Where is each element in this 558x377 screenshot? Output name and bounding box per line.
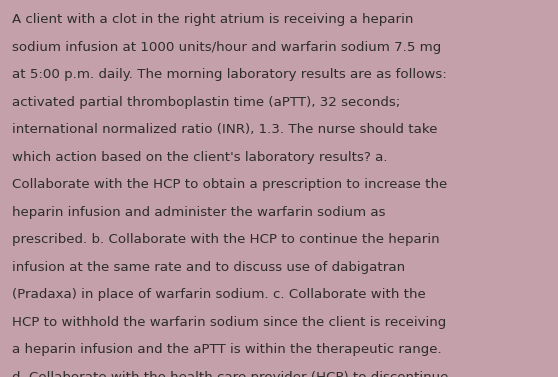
Text: heparin infusion and administer the warfarin sodium as: heparin infusion and administer the warf…: [12, 206, 386, 219]
Text: Collaborate with the HCP to obtain a prescription to increase the: Collaborate with the HCP to obtain a pre…: [12, 178, 448, 191]
Text: infusion at the same rate and to discuss use of dabigatran: infusion at the same rate and to discuss…: [12, 261, 406, 274]
Text: international normalized ratio (INR), 1.3. The nurse should take: international normalized ratio (INR), 1.…: [12, 123, 438, 136]
Text: HCP to withhold the warfarin sodium since the client is receiving: HCP to withhold the warfarin sodium sinc…: [12, 316, 446, 329]
Text: d. Collaborate with the health care provider (HCP) to discontinue: d. Collaborate with the health care prov…: [12, 371, 449, 377]
Text: prescribed. b. Collaborate with the HCP to continue the heparin: prescribed. b. Collaborate with the HCP …: [12, 233, 440, 246]
Text: which action based on the client's laboratory results? a.: which action based on the client's labor…: [12, 151, 388, 164]
Text: (Pradaxa) in place of warfarin sodium. c. Collaborate with the: (Pradaxa) in place of warfarin sodium. c…: [12, 288, 426, 301]
Text: activated partial thromboplastin time (aPTT), 32 seconds;: activated partial thromboplastin time (a…: [12, 96, 401, 109]
Text: sodium infusion at 1000 units/hour and warfarin sodium 7.5 mg: sodium infusion at 1000 units/hour and w…: [12, 41, 441, 54]
Text: A client with a clot in the right atrium is receiving a heparin: A client with a clot in the right atrium…: [12, 13, 413, 26]
Text: a heparin infusion and the aPTT is within the therapeutic range.: a heparin infusion and the aPTT is withi…: [12, 343, 442, 356]
Text: at 5:00 p.m. daily. The morning laboratory results are as follows:: at 5:00 p.m. daily. The morning laborato…: [12, 68, 447, 81]
